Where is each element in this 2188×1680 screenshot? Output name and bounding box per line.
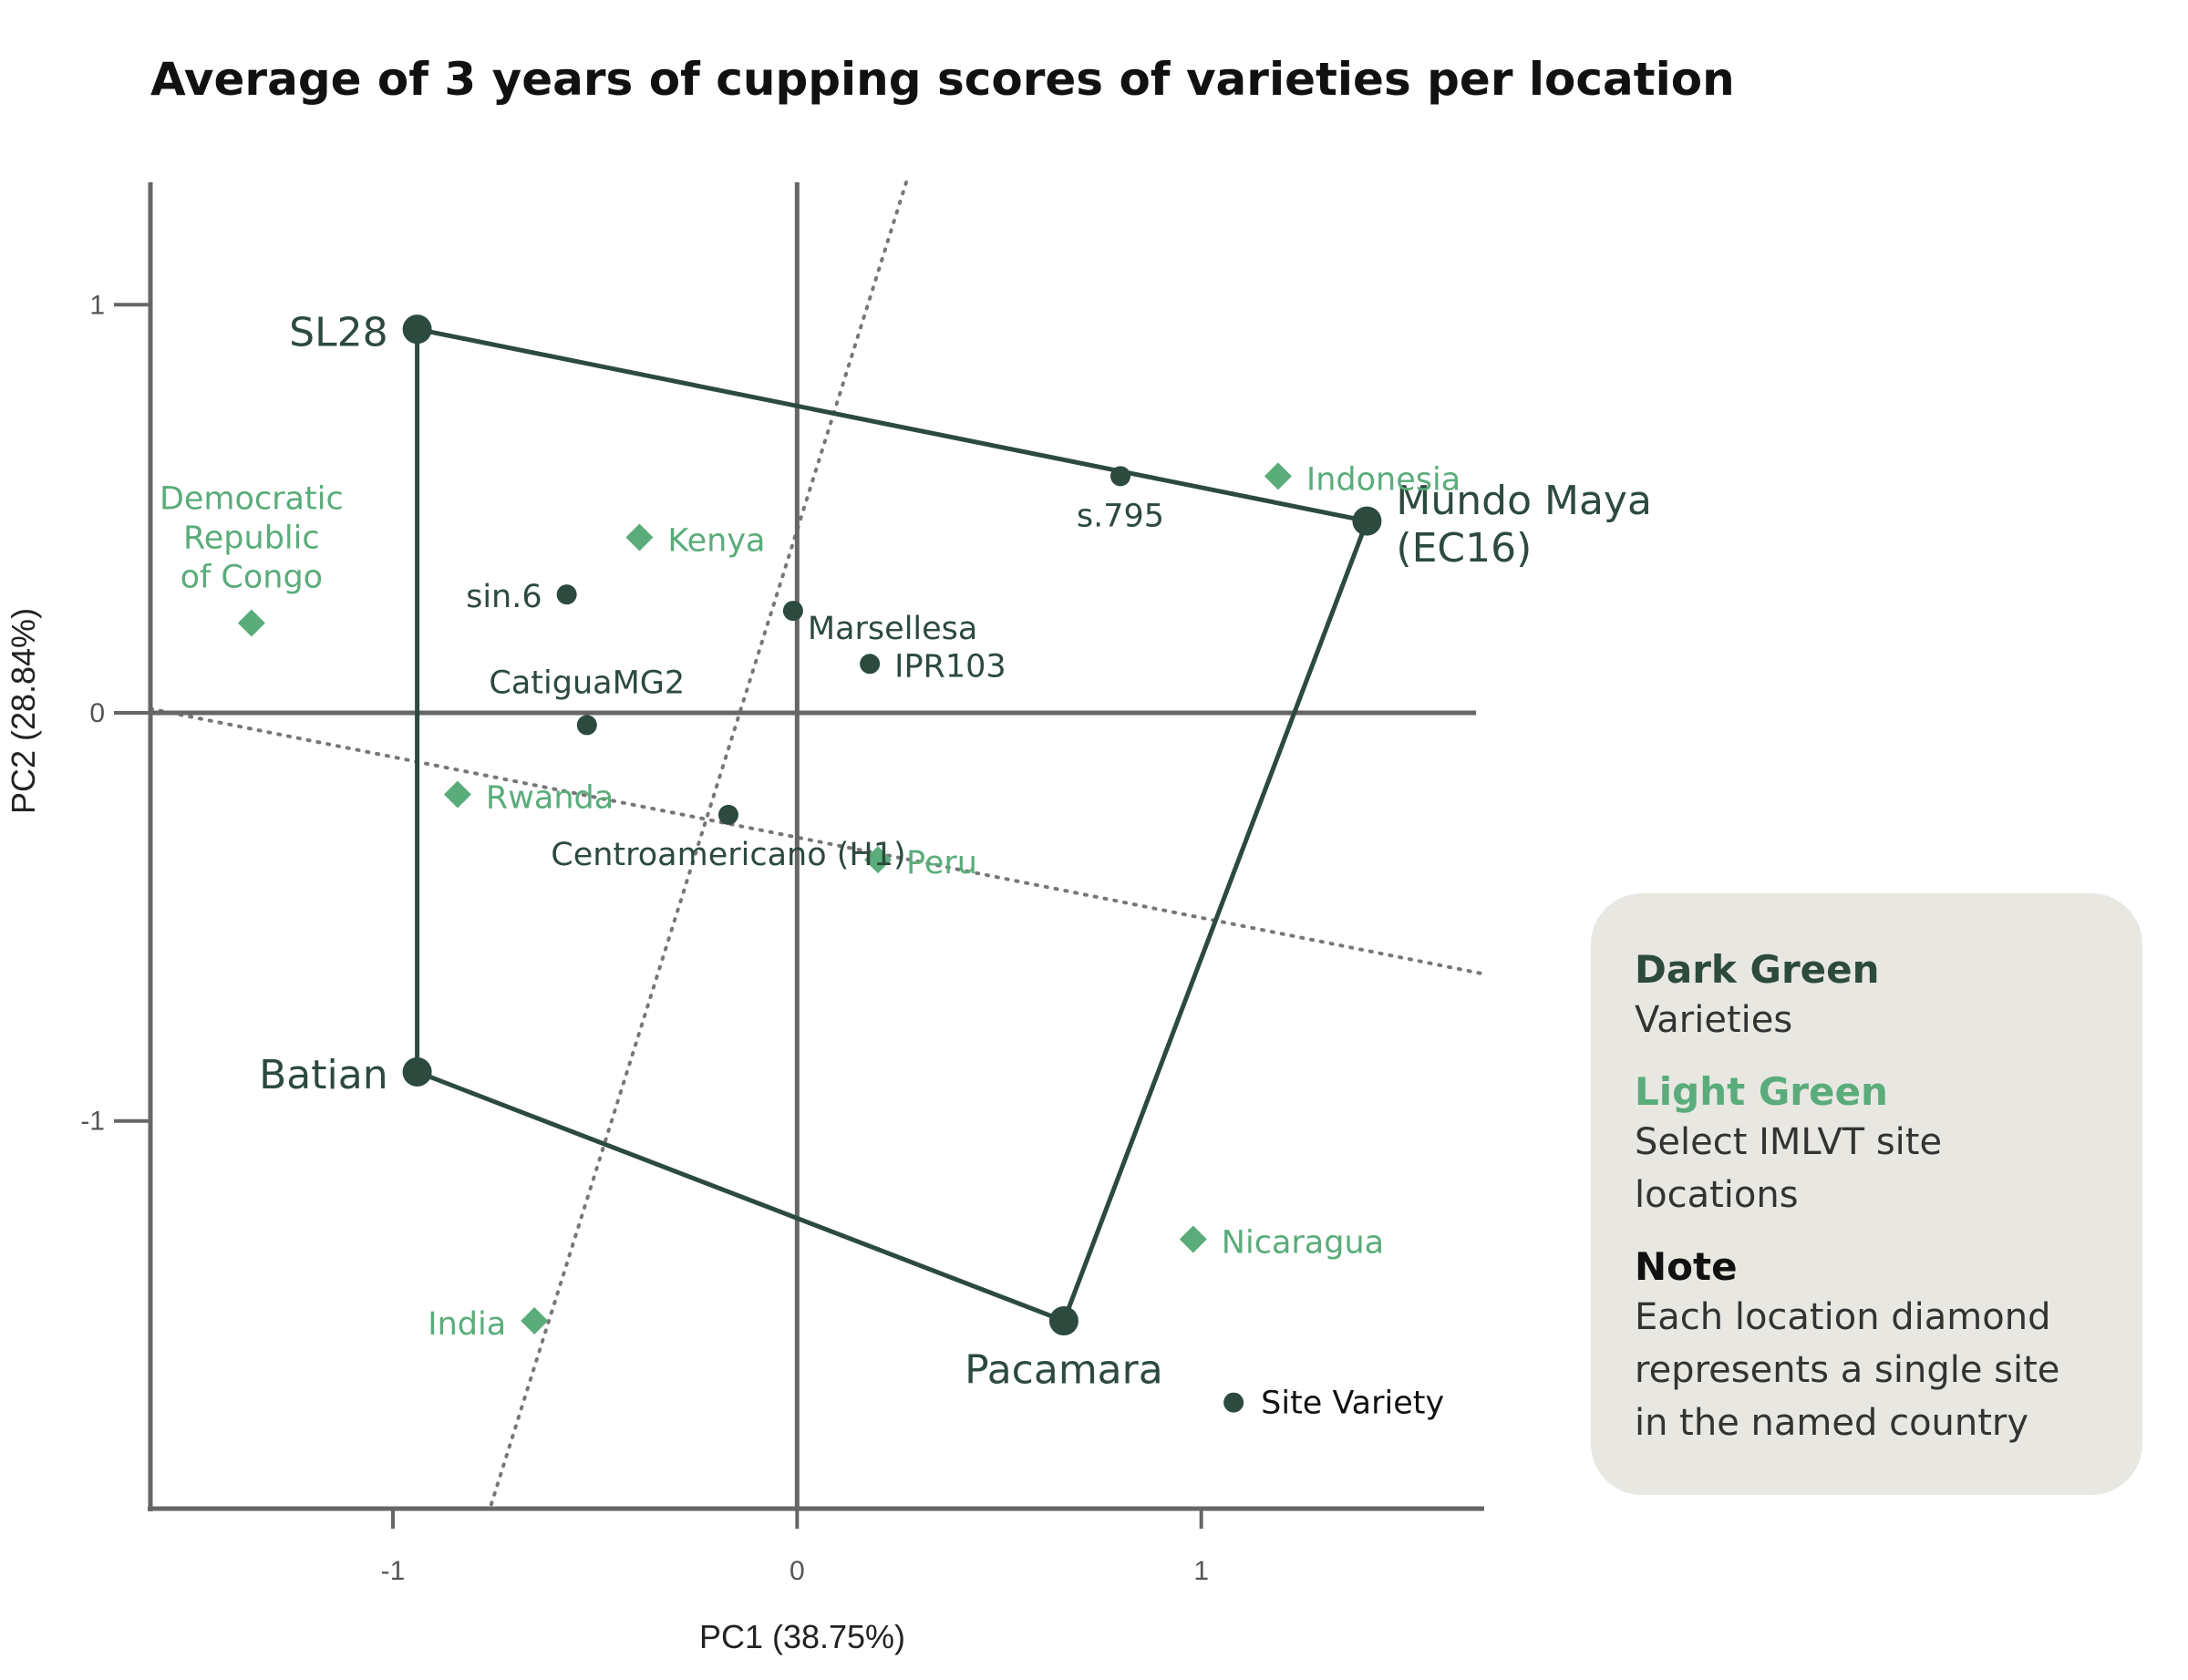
location-diamond-indonesia <box>1264 462 1292 490</box>
variety-point-catiguamg2 <box>576 715 597 736</box>
marsellesa-label: Marsellesa <box>808 611 977 647</box>
peru-label: Peru <box>906 845 977 881</box>
catiguamg2-label: CatiguaMG2 <box>489 665 685 701</box>
y-axis-label: PC2 (28.84%) <box>5 608 42 814</box>
data-points <box>237 314 1382 1413</box>
chart-title: Average of 3 years of cupping scores of … <box>150 53 1735 106</box>
x-tick-label: 1 <box>1193 1556 1209 1586</box>
variety-hull <box>415 326 1369 1324</box>
legend-light-green-title: Light Green <box>1635 1069 1888 1114</box>
kenya-label: Kenya <box>667 523 765 560</box>
site-variety-key-label: Site Variety <box>1261 1386 1444 1422</box>
y-tick-label: 0 <box>89 698 105 728</box>
variety-point-marsellesa <box>782 601 803 622</box>
rwanda-label: Rwanda <box>486 780 614 817</box>
dotted-reference-lines <box>149 180 1486 1510</box>
sin-6-label: sin.6 <box>466 579 542 615</box>
legend-dark-green-title: Dark Green <box>1635 947 1880 992</box>
pacamara-label: Pacamara <box>965 1346 1163 1393</box>
legend-panel: Dark Green Varieties Light Green Select … <box>1591 893 2142 1495</box>
point-labels: SL28 Mundo Maya (EC16) Pacamara Batian s.795 s… <box>160 309 1652 1421</box>
legend-note-text: Each location diamond represents a singl… <box>1635 1296 2060 1444</box>
variety-point-batian <box>402 1056 432 1087</box>
x-axis-label: PC1 (38.75%) <box>699 1618 905 1655</box>
ipr103-label: IPR103 <box>894 648 1006 685</box>
dotted-line-1 <box>488 180 909 1510</box>
x-tick-label: -1 <box>381 1556 406 1586</box>
indonesia-label: Indonesia <box>1306 461 1460 498</box>
variety-point-ipr103 <box>860 654 881 675</box>
location-diamond-india <box>521 1307 549 1335</box>
variety-point-s-795 <box>1110 466 1130 487</box>
variety-point-centroamericano-h1 <box>717 804 738 825</box>
variety-point-sin-6 <box>556 584 577 605</box>
variety-point-mundo-maya-ec16 <box>1352 506 1382 536</box>
dotted-line-2 <box>149 706 1486 976</box>
hull-polygon <box>415 326 1369 1324</box>
batian-label: Batian <box>259 1052 387 1098</box>
y-tick-label: -1 <box>80 1107 105 1137</box>
location-diamond-democratic-republic-of-congo <box>237 609 265 637</box>
x-tick-label: 0 <box>790 1556 805 1586</box>
variety-point-sl28 <box>402 314 432 345</box>
nicaragua-label: Nicaragua <box>1222 1225 1384 1262</box>
location-diamond-rwanda <box>443 780 471 809</box>
mundo-maya-ec16-label: Mundo Maya (EC16) <box>1396 478 1652 572</box>
site-variety-key-marker <box>1223 1392 1244 1413</box>
location-diamond-peru <box>864 846 892 874</box>
axes: -1 0 1 1 0 -1 <box>80 182 1484 1586</box>
location-diamond-nicaragua <box>1179 1225 1207 1253</box>
s-795-label: s.795 <box>1077 498 1164 534</box>
centroamericano-h1-label: Centroamericano (H1) <box>551 837 905 873</box>
sl28-label: SL28 <box>289 309 387 356</box>
legend-note-title: Note <box>1635 1244 1738 1289</box>
india-label: India <box>428 1306 506 1343</box>
location-diamond-kenya <box>625 523 654 551</box>
y-tick-label: 1 <box>89 290 105 320</box>
legend-dark-green-text: Varieties <box>1635 999 1793 1041</box>
democratic-republic-of-congo-label: Democratic Republic of Congo <box>160 481 344 596</box>
variety-point-pacamara <box>1048 1306 1079 1336</box>
legend-light-green-text: Select IMLVT site locations <box>1635 1121 1943 1216</box>
